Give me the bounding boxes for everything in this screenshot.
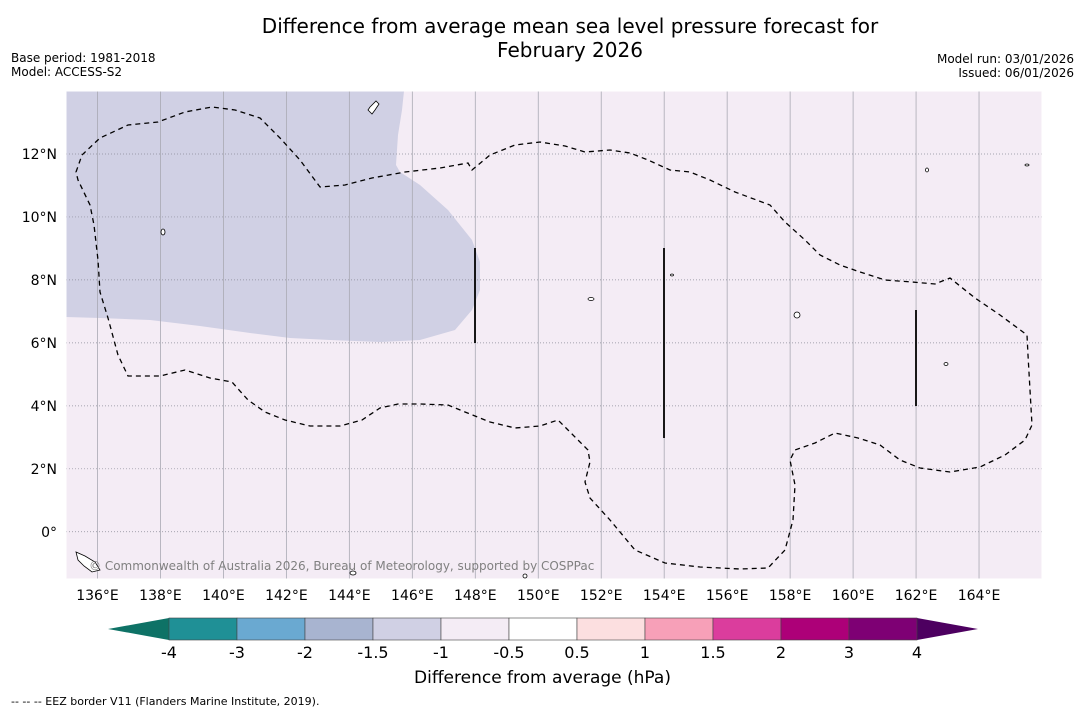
island — [587, 297, 595, 301]
colorbar-tick-label: 3 — [844, 643, 854, 662]
lon-tick-label: 164°E — [958, 588, 1001, 604]
colorbar-segment — [576, 617, 646, 641]
colorbar-tick-label: -0.5 — [493, 643, 524, 662]
island — [943, 362, 949, 366]
island — [925, 167, 929, 173]
colorbar-tick-label: -2 — [297, 643, 313, 662]
island — [367, 100, 380, 115]
map-panel: © Commonwealth of Australia 2026, Bureau… — [22, 90, 1043, 604]
copyright-text: © Commonwealth of Australia 2026, Bureau… — [89, 559, 594, 573]
lat-tick-label: 8°N — [31, 273, 57, 289]
colorbar-tick-label: -1 — [433, 643, 449, 662]
lon-tick-label: 146°E — [391, 588, 434, 604]
colorbar-high-extend — [917, 618, 978, 640]
lat-tick-label: 6°N — [31, 336, 57, 352]
lon-tick-label: 142°E — [265, 588, 308, 604]
lat-tick-label: 10°N — [22, 210, 57, 226]
colorbar-tick-label: 4 — [912, 643, 922, 662]
longitude-tick-labels: 136°E 138°E 140°E 142°E 144°E 146°E 148°E 150°E… — [76, 588, 1000, 604]
lon-tick-label: 140°E — [202, 588, 245, 604]
colorbar-low-extend — [108, 618, 169, 640]
map-gridlines — [66, 91, 1042, 579]
vertical-contour-lines — [474, 248, 917, 438]
colorbar-tick-label: -3 — [229, 643, 245, 662]
island — [522, 573, 528, 579]
colorbar-segment — [440, 617, 510, 641]
lon-tick-label: 160°E — [832, 588, 875, 604]
model-name: Model: ACCESS-S2 — [11, 65, 123, 79]
island — [793, 311, 801, 319]
lon-tick-label: 136°E — [76, 588, 119, 604]
issued-date: Issued: 06/01/2026 — [958, 66, 1074, 80]
base-period: Base period: 1981-2018 — [11, 51, 156, 65]
title-line-2: February 2026 — [497, 38, 643, 62]
lat-tick-label: 12°N — [22, 147, 57, 163]
island — [160, 228, 166, 236]
colorbar-segment — [848, 617, 918, 641]
lon-tick-label: 150°E — [517, 588, 560, 604]
lon-tick-label: 144°E — [328, 588, 371, 604]
meta-left: Base period: 1981-2018 Model: ACCESS-S2 — [11, 51, 156, 79]
colorbar-tick-label: 0.5 — [564, 643, 589, 662]
title-line-1: Difference from average mean sea level p… — [261, 14, 879, 38]
colorbar-segments — [168, 617, 918, 641]
colorbar-tick-label: 1.5 — [700, 643, 725, 662]
colorbar-segment — [304, 617, 374, 641]
colorbar-segment — [644, 617, 714, 641]
lat-tick-label: 4°N — [31, 399, 57, 415]
colorbar-tick-label: 1 — [640, 643, 650, 662]
colorbar-segment — [780, 617, 850, 641]
colorbar-segment — [236, 617, 306, 641]
colorbar-title: Difference from average (hPa) — [414, 668, 671, 688]
colorbar-segment — [168, 617, 238, 641]
lon-tick-label: 154°E — [643, 588, 686, 604]
islands — [75, 100, 1030, 579]
map-frame — [65, 90, 1043, 580]
chart-title: Difference from average mean sea level p… — [0, 14, 1085, 62]
island — [349, 570, 357, 576]
island — [670, 273, 674, 277]
lon-tick-label: 148°E — [454, 588, 497, 604]
colorbar-segment — [712, 617, 782, 641]
meta-right: Model run: 03/01/2026 Issued: 06/01/2026 — [937, 52, 1074, 80]
footnote: -- -- -- EEZ border V11 (Flanders Marine… — [11, 695, 320, 708]
colorbar-tick-label: 2 — [776, 643, 786, 662]
colorbar-tick-labels: -4 -3 -2 -1.5 -1 -0.5 0.5 1 1.5 2 3 4 — [161, 643, 922, 662]
colorbar-tick-label: -1.5 — [357, 643, 388, 662]
pressure-anomaly-region — [66, 91, 480, 342]
lon-tick-label: 152°E — [580, 588, 623, 604]
island — [1024, 163, 1030, 167]
lat-tick-label: 0° — [41, 525, 57, 541]
colorbar-tick-label: -4 — [161, 643, 177, 662]
lon-tick-label: 162°E — [895, 588, 938, 604]
lon-tick-label: 156°E — [706, 588, 749, 604]
colorbar-segment — [372, 617, 442, 641]
model-run: Model run: 03/01/2026 — [936, 52, 1074, 66]
latitude-tick-labels: 12°N 10°N 8°N 6°N 4°N 2°N 0° — [22, 147, 57, 541]
island — [75, 551, 101, 573]
lon-tick-label: 138°E — [139, 588, 182, 604]
lon-tick-label: 158°E — [769, 588, 812, 604]
colorbar: -4 -3 -2 -1.5 -1 -0.5 0.5 1 1.5 2 3 4 — [108, 617, 978, 662]
lat-tick-label: 2°N — [31, 462, 57, 478]
colorbar-segment — [508, 617, 578, 641]
